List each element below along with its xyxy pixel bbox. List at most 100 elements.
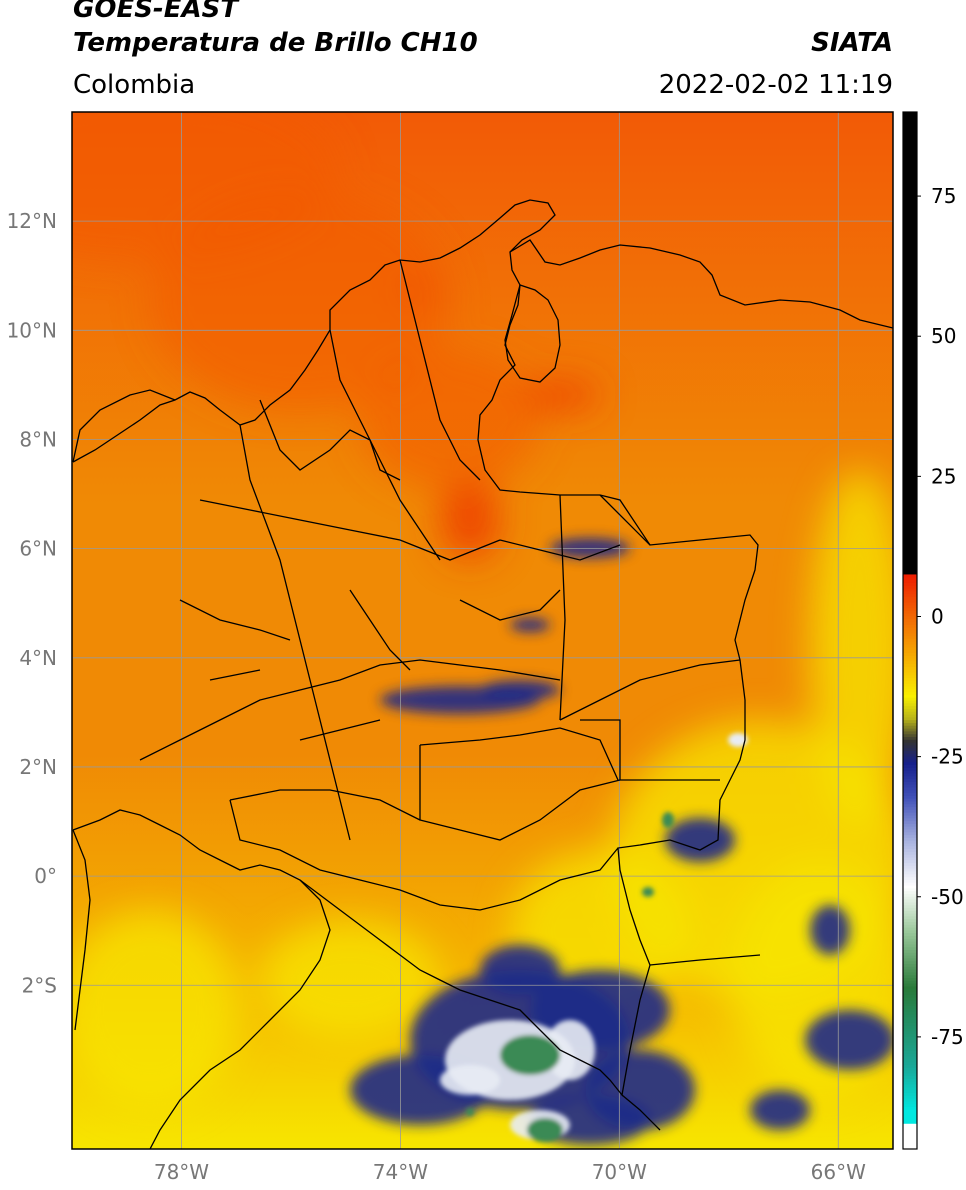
colorbar-segment	[903, 484, 917, 489]
colorbar-segment	[903, 599, 917, 604]
colorbar-segment	[903, 243, 917, 248]
colorbar-segment	[903, 431, 917, 435]
colorbar-segment	[903, 325, 917, 329]
colorbar-segment	[903, 355, 917, 360]
colorbar-segment	[903, 428, 917, 433]
dept-border-11	[349, 589, 561, 671]
colorbar-segment	[903, 728, 917, 732]
colorbar-segment	[903, 924, 917, 929]
colorbar-segment	[903, 425, 917, 430]
colorbar-segment	[903, 1045, 917, 1049]
colorbar-segment	[903, 1039, 917, 1044]
colorbar-segment	[903, 369, 917, 374]
colorbar-segment	[903, 879, 917, 884]
colorbar-segment	[903, 563, 917, 567]
colorbar-segment	[903, 182, 917, 186]
colorbar-segment	[903, 294, 917, 298]
ecuador-peru-border	[149, 879, 331, 1149]
colorbar-segment	[903, 330, 917, 335]
colorbar-segment	[903, 933, 917, 937]
colorbar-segment	[903, 266, 917, 270]
colorbar-segment	[903, 288, 917, 292]
colorbar-segment	[903, 114, 917, 119]
colorbar-segment	[903, 941, 917, 946]
panama-coast	[72, 389, 176, 463]
colorbar-segment	[903, 347, 917, 351]
yellow-blob	[72, 910, 240, 1110]
colorbar-segment	[903, 731, 917, 735]
colorbar-segment	[903, 770, 917, 775]
colorbar-segment	[903, 299, 917, 304]
lat-tick-label: 2°S	[22, 973, 57, 997]
cold-core-green	[527, 1118, 563, 1142]
colorbar-segment	[903, 126, 917, 130]
warm-blob	[440, 480, 500, 560]
colorbar-segment	[903, 117, 917, 122]
cold-cloud-blob	[480, 680, 560, 700]
colorbar-segment	[903, 916, 917, 920]
colorbar-segment	[903, 501, 917, 505]
colorbar-segment	[903, 1031, 917, 1035]
colorbar-tick-label: -25	[931, 745, 964, 769]
colorbar-segment	[903, 1081, 917, 1086]
colorbar-segment	[903, 462, 917, 466]
colorbar-segment	[903, 1011, 917, 1016]
colorbar-segment	[903, 277, 917, 281]
colorbar-segment	[903, 703, 917, 707]
colorbar-segment	[903, 308, 917, 312]
cold-core-white	[728, 733, 748, 747]
colorbar-segment	[903, 658, 917, 662]
colorbar-segment	[903, 159, 917, 164]
colorbar-segment	[903, 776, 917, 780]
colorbar-segment	[903, 865, 917, 870]
colorbar-segment	[903, 602, 917, 606]
lon-tick-label: 78°W	[154, 1160, 209, 1184]
colorbar-segment	[903, 919, 917, 923]
colorbar-segment	[903, 622, 917, 626]
colorbar-segment	[903, 515, 917, 519]
colorbar-segment	[903, 692, 917, 696]
colorbar-segment	[903, 686, 917, 690]
colorbar-tick-label: 25	[931, 464, 956, 488]
colorbar-segment	[903, 1076, 917, 1080]
colorbar-segment	[903, 414, 917, 419]
colorbar-tick-label: -75	[931, 1025, 964, 1049]
colorbar-segment	[903, 762, 917, 766]
colorbar-segment	[903, 386, 917, 391]
colorbar-segment	[903, 619, 917, 623]
colorbar-segment	[903, 549, 917, 553]
colorbar-segment	[903, 439, 917, 444]
colorbar-segment	[903, 465, 917, 469]
colorbar-segment	[903, 389, 917, 393]
colorbar-tick-label: -50	[931, 885, 964, 909]
colorbar-segment	[903, 1129, 917, 1133]
colorbar-segment	[903, 672, 917, 676]
colorbar-segment	[903, 678, 917, 682]
colorbar-segment	[903, 849, 917, 853]
colorbar-segment	[903, 274, 917, 278]
colorbar-segment	[903, 1090, 917, 1094]
colorbar-segment	[903, 198, 917, 203]
colorbar-segment	[903, 512, 917, 517]
cold-cloud-blob	[665, 818, 735, 862]
colorbar-segment	[903, 423, 917, 427]
colorbar-segment	[903, 938, 917, 943]
colorbar-tick-label: 50	[931, 324, 956, 348]
lat-tick-label: 6°N	[19, 537, 57, 561]
colorbar-segment	[903, 417, 917, 421]
colorbar-segment	[903, 877, 917, 881]
colorbar-segment	[903, 1067, 917, 1072]
colorbar-segment	[903, 717, 917, 721]
colorbar-segment	[903, 1134, 917, 1139]
colorbar-segment	[903, 930, 917, 934]
colorbar-segment	[903, 935, 917, 940]
colorbar-segment	[903, 254, 917, 259]
colorbar-segment	[903, 229, 917, 234]
colorbar-segment	[903, 353, 917, 357]
colorbar-segment	[903, 588, 917, 592]
colorbar-segment	[903, 871, 917, 875]
colorbar-segment	[903, 196, 917, 200]
colorbar-segment	[903, 636, 917, 640]
colorbar-segment	[903, 381, 917, 385]
colorbar-segment	[903, 1115, 917, 1119]
